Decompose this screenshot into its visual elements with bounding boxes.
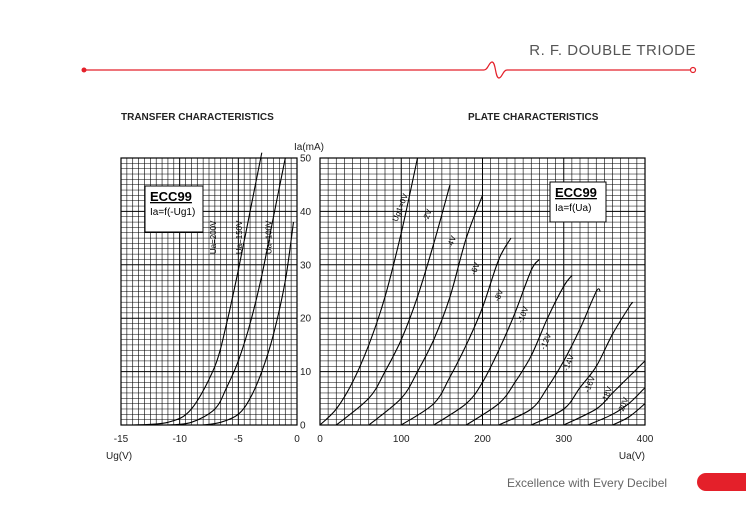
- y-axis-label: Ia(mA): [294, 142, 324, 153]
- transfer-chart-title: TRANSFER CHARACTERISTICS: [121, 112, 274, 123]
- header-line-path: [84, 61, 693, 79]
- plate-series-line: [400, 237, 512, 426]
- plate-x-tick-label: 300: [555, 434, 572, 445]
- plate-y-tick-label: 30: [300, 260, 312, 271]
- plate-series-line: [335, 184, 451, 426]
- footer-slogan: Excellence with Every Decibel: [507, 476, 668, 490]
- plate-series-label: -4V: [445, 234, 458, 250]
- footer-accent-tab: [697, 473, 746, 491]
- plate-series-line: [587, 387, 646, 426]
- plate-x-tick-label: 0: [317, 434, 323, 445]
- plate-series-line: [612, 403, 646, 426]
- transfer-plot: -15 -10 -5 0 Ug(V) ECC99 Ia=f(-Ug1) Ua=200V Ua=1…: [106, 152, 300, 462]
- header-line-end-dot: [689, 66, 697, 74]
- plate-series-line: [465, 275, 573, 426]
- transfer-legend-tube: ECC99: [150, 189, 192, 204]
- plate-y-tick-label: 10: [300, 367, 312, 378]
- transfer-series-line: [203, 222, 295, 426]
- plate-legend-box: [549, 181, 607, 223]
- plate-series-line: [433, 259, 540, 426]
- transfer-x-tick-label: 0: [294, 434, 300, 445]
- plate-chart-title: PLATE CHARACTERISTICS: [468, 112, 599, 123]
- transfer-x-tick-label: -5: [234, 434, 243, 445]
- plate-series-line: [368, 195, 484, 426]
- plate-y-tick-label: 40: [300, 207, 312, 218]
- plate-x-tick-label: 200: [474, 434, 491, 445]
- transfer-series-label: Ua=150V: [235, 220, 244, 254]
- transfer-frame: [120, 157, 298, 426]
- plate-x-tick-label: 400: [637, 434, 654, 445]
- transfer-series-label: Ua=200V: [209, 220, 218, 254]
- plate-series-label: -2V: [421, 207, 434, 223]
- plate-x-tick-label: 100: [393, 434, 410, 445]
- header-divider: [81, 61, 697, 79]
- plate-series-line: [498, 288, 601, 426]
- transfer-x-axis-label: Ug(V): [106, 451, 132, 462]
- plate-legend-formula: Ia=f(Ua): [555, 203, 591, 214]
- plate-y-tick-label: 0: [300, 421, 306, 432]
- plate-series-line: [531, 301, 634, 426]
- plate-plot: 0 100 200 300 400 0 10 20 30 40 50 Ua(V) ECC99 Ia=f(U…: [300, 154, 654, 463]
- plate-x-axis-label: Ua(V): [619, 451, 645, 462]
- plate-y-tick-label: 20: [300, 314, 312, 325]
- plate-legend-tube: ECC99: [555, 185, 597, 200]
- transfer-x-tick-label: -15: [114, 434, 129, 445]
- plate-series-line: [319, 157, 419, 426]
- transfer-legend-box: [144, 185, 204, 233]
- plate-series-label: -6V: [469, 261, 482, 277]
- transfer-series-label: Ua=100V: [264, 220, 273, 254]
- plate-y-tick-label: 50: [300, 154, 312, 165]
- plate-frame: [319, 157, 646, 426]
- page-title: R. F. DOUBLE TRIODE: [529, 42, 696, 59]
- transfer-x-tick-label: -10: [172, 434, 187, 445]
- plate-series-line: [563, 360, 646, 426]
- transfer-series-line: [132, 152, 263, 426]
- transfer-legend-formula: Ia=f(-Ug1): [150, 207, 195, 218]
- transfer-series-line: [167, 157, 286, 426]
- plate-series-label: -8V: [492, 287, 505, 303]
